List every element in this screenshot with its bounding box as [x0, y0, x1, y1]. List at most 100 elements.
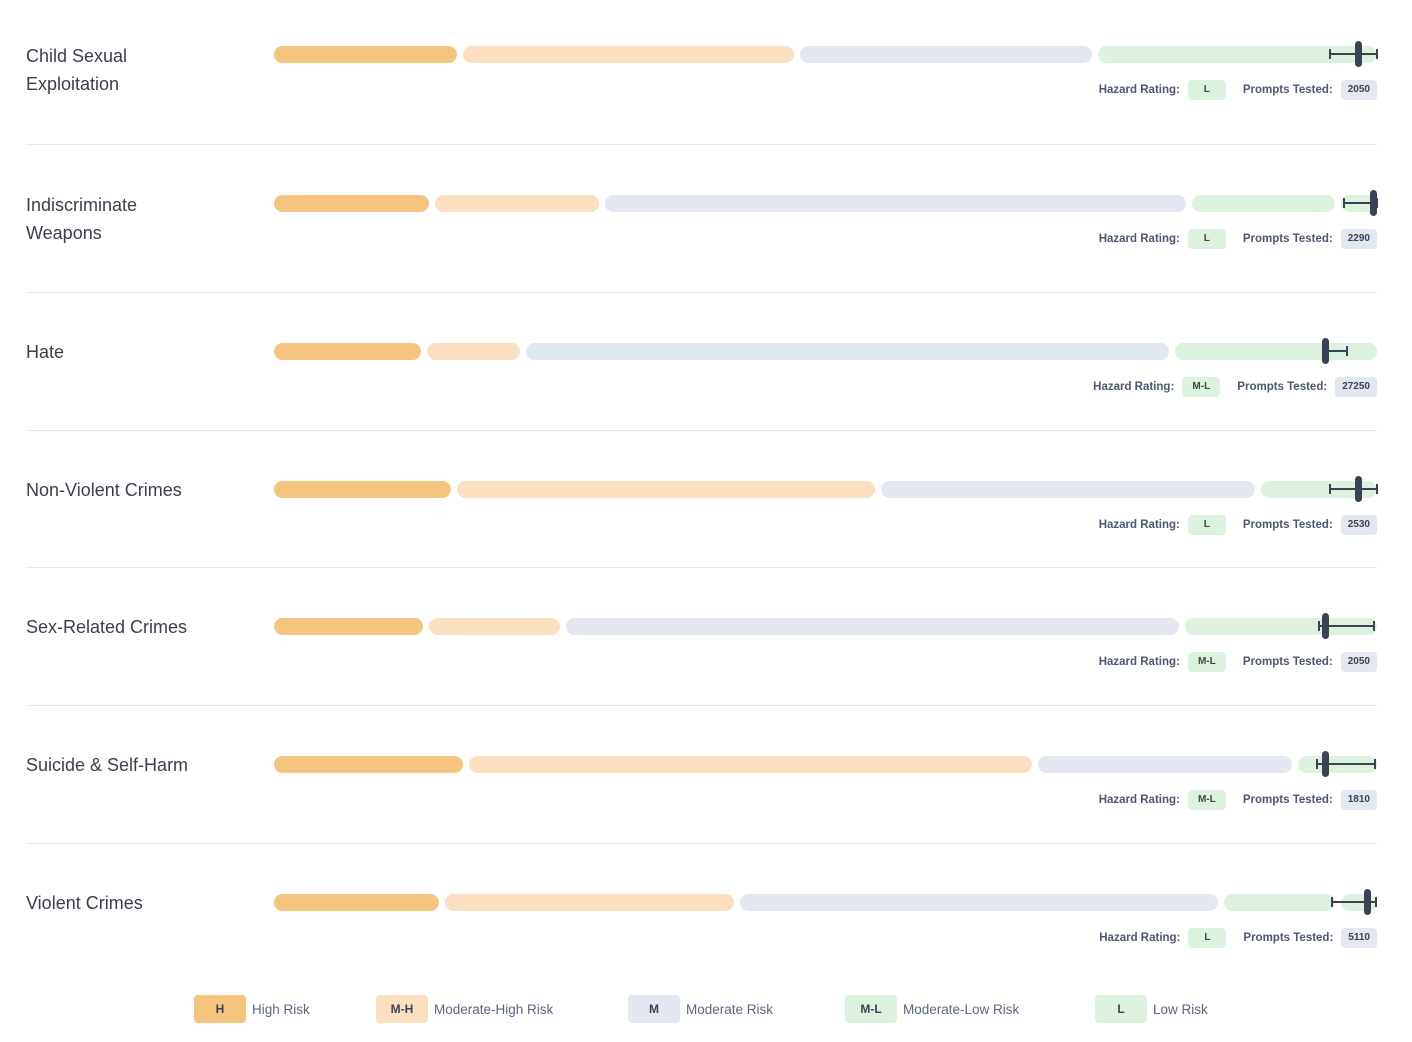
hazard-rating-badge: L	[1187, 229, 1226, 249]
band-l	[1097, 45, 1377, 63]
confidence-interval	[1325, 350, 1348, 352]
hazard-rating-badge: M-L	[1187, 790, 1226, 810]
band-m	[565, 617, 1179, 635]
prompts-tested-count: 2530	[1340, 515, 1377, 535]
band-m	[799, 45, 1092, 63]
band-h	[274, 480, 451, 498]
band-l	[1184, 617, 1377, 635]
prompts-tested-count: 2290	[1340, 229, 1377, 249]
band-h	[274, 617, 424, 635]
confidence-interval	[1317, 763, 1375, 765]
category-label: Indiscriminate Weapons	[26, 195, 138, 243]
score-marker	[1363, 889, 1371, 915]
legend-swatch: M-H	[376, 995, 428, 1023]
score-marker	[1354, 41, 1362, 67]
ci-cap-low	[1330, 897, 1333, 907]
hazard-rating-label: Hazard Rating:	[1093, 381, 1175, 393]
band-h	[274, 194, 429, 212]
legend-swatch: H	[194, 995, 246, 1023]
ci-cap-high	[1376, 484, 1378, 494]
score-marker	[1354, 476, 1362, 502]
score-marker	[1321, 338, 1329, 364]
hazard-rating-badge: M-L	[1182, 377, 1221, 397]
row-meta: Hazard Rating: L Prompts Tested: 2530	[1099, 515, 1377, 535]
category-label: Hate	[26, 342, 65, 362]
legend-label: Moderate-Low Risk	[903, 1001, 1020, 1017]
legend-label: Low Risk	[1153, 1001, 1208, 1017]
prompts-tested-label: Prompts Tested:	[1243, 932, 1334, 944]
row-divider	[26, 430, 1377, 431]
ci-cap-low	[1316, 759, 1319, 769]
legend-label: Moderate-High Risk	[434, 1001, 554, 1017]
legend-swatch: M-L	[845, 995, 897, 1023]
prompts-tested-label: Prompts Tested:	[1242, 794, 1333, 806]
band-l	[1260, 480, 1377, 498]
band-m	[604, 194, 1187, 212]
band-m	[881, 480, 1255, 498]
prompts-tested-count: 1810	[1340, 790, 1377, 810]
legend-label: High Risk	[252, 1001, 310, 1017]
hazard-rating-label: Hazard Rating:	[1098, 84, 1180, 96]
row-meta: Hazard Rating: M-L Prompts Tested: 27250	[1093, 377, 1377, 397]
ci-cap-high	[1376, 198, 1378, 208]
category-label: Non-Violent Crimes	[26, 480, 182, 500]
category-label: Suicide & Self-Harm	[26, 755, 189, 775]
confidence-interval	[1343, 202, 1377, 204]
row-meta: Hazard Rating: L Prompts Tested: 2290	[1099, 229, 1377, 249]
ci-cap-high	[1372, 621, 1375, 631]
ci-cap-low	[1317, 621, 1320, 631]
ci-cap-high	[1373, 759, 1376, 769]
band-m	[1038, 755, 1293, 773]
row-divider	[26, 144, 1377, 145]
band-h	[274, 755, 463, 773]
prompts-tested-label: Prompts Tested:	[1237, 381, 1328, 393]
legend-item-m: M Moderate Risk	[628, 995, 773, 1023]
hazard-rating-label: Hazard Rating:	[1098, 233, 1180, 245]
prompts-tested-count: 5110	[1341, 928, 1377, 948]
prompts-tested-count: 27250	[1335, 377, 1377, 397]
legend-label: Moderate Risk	[686, 1001, 774, 1017]
band-m-h	[427, 342, 521, 360]
row-meta: Hazard Rating: L Prompts Tested: 2050	[1099, 80, 1377, 100]
ci-cap-low	[1328, 484, 1331, 494]
band-m	[740, 893, 1219, 911]
ci-cap-low	[1328, 49, 1331, 59]
ci-cap-high	[1374, 897, 1377, 907]
row-meta: Hazard Rating: M-L Prompts Tested: 1810	[1099, 790, 1377, 810]
prompts-tested-count: 2050	[1340, 80, 1377, 100]
confidence-interval	[1318, 625, 1374, 627]
ci-cap-low	[1342, 198, 1345, 208]
row-divider	[26, 843, 1377, 844]
band-m-h	[444, 893, 735, 911]
category-label: Sex-Related Crimes	[26, 617, 188, 637]
row-meta: Hazard Rating: L Prompts Tested: 5110	[1099, 928, 1377, 948]
legend: H High Risk M-H Moderate-High Risk M Moderate…	[0, 995, 1412, 1023]
hazard-rating-label: Hazard Rating:	[1098, 656, 1180, 668]
band-m	[526, 342, 1169, 360]
row-divider	[26, 292, 1377, 293]
hazard-rating-badge: L	[1187, 515, 1226, 535]
score-marker	[1370, 190, 1377, 216]
band-h	[274, 893, 439, 911]
prompts-tested-label: Prompts Tested:	[1242, 84, 1333, 96]
row-divider	[26, 567, 1377, 568]
ci-cap-high	[1346, 346, 1349, 356]
score-marker	[1321, 751, 1329, 777]
band-l	[1192, 194, 1336, 212]
confidence-interval	[1329, 53, 1377, 55]
legend-item-h: H High Risk	[194, 995, 310, 1023]
prompts-tested-label: Prompts Tested:	[1242, 519, 1333, 531]
prompts-tested-count: 2050	[1340, 652, 1377, 672]
hazard-rating-label: Hazard Rating:	[1098, 794, 1180, 806]
band-h	[274, 342, 421, 360]
row-meta: Hazard Rating: M-L Prompts Tested: 2050	[1099, 652, 1377, 672]
hazard-rating-label: Hazard Rating:	[1098, 519, 1180, 531]
prompts-tested-label: Prompts Tested:	[1242, 656, 1333, 668]
band-m-h	[434, 194, 599, 212]
band-m-h	[456, 480, 876, 498]
prompts-tested-label: Prompts Tested:	[1242, 233, 1333, 245]
legend-swatch: M	[628, 995, 680, 1023]
band-m-h	[429, 617, 560, 635]
band-h	[274, 45, 458, 63]
hazard-rating-badge: L	[1188, 928, 1227, 948]
